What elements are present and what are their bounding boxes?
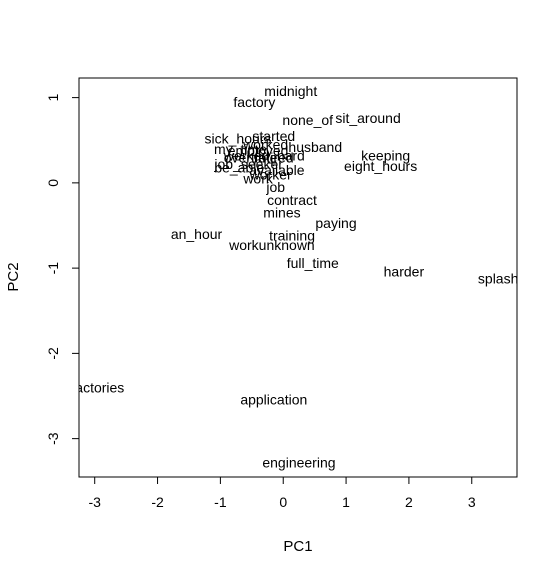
- y-tick-label: -1: [45, 262, 61, 275]
- x-axis-title: PC1: [283, 538, 312, 555]
- point-label: work: [242, 171, 274, 187]
- point-label: job_seeker: [213, 156, 283, 172]
- point-label: factory: [233, 94, 275, 110]
- x-tick-label: -2: [151, 494, 164, 510]
- point-label: husband: [288, 139, 342, 155]
- x-axis: -3 -2 -1 0 1 2 3: [88, 476, 476, 510]
- point-label: paying: [315, 215, 356, 231]
- x-tick-label: 3: [468, 494, 476, 510]
- x-tick-label: 1: [342, 494, 350, 510]
- point-label: worker: [249, 166, 292, 182]
- y-tick-label: -3: [45, 432, 61, 445]
- point-label: worked: [242, 137, 288, 153]
- x-tick-label: 0: [279, 494, 287, 510]
- point-label: job: [265, 179, 285, 195]
- point-label: available: [249, 162, 304, 178]
- point-label: mines: [263, 205, 300, 221]
- y-tick-label: 0: [45, 179, 61, 187]
- point-label: retired: [254, 149, 294, 165]
- point-label: application: [240, 391, 307, 407]
- x-tick-label: -1: [214, 494, 227, 510]
- y-axis: -3 -2 -1 0 1: [45, 94, 80, 445]
- point-label: training: [269, 228, 315, 244]
- point-label: factories: [71, 379, 124, 395]
- point-label: sick_hours: [205, 131, 272, 147]
- point-label: contract: [267, 192, 317, 208]
- point-label: be_able: [214, 160, 264, 176]
- point-label: worked_hard: [223, 148, 305, 164]
- point-label: none_of: [282, 112, 333, 128]
- plot-frame: [78, 77, 518, 478]
- point-label: keeping: [361, 148, 410, 164]
- y-tick-label: -2: [45, 347, 61, 360]
- x-tick-label: -3: [88, 494, 101, 510]
- point-label: eight_hours: [344, 158, 417, 174]
- x-tick-label: 2: [405, 494, 413, 510]
- y-axis-title: PC2: [5, 262, 22, 291]
- point-label: workunknown: [228, 237, 315, 253]
- point-label: full_time: [287, 255, 339, 271]
- y-tick-label: 1: [45, 94, 61, 102]
- point-label: employed: [228, 142, 289, 158]
- point-label: sit_around: [335, 110, 400, 126]
- point-label: started: [252, 128, 295, 144]
- point-label: harder: [384, 264, 425, 280]
- point-label: overtime: [224, 149, 278, 165]
- point-label: my_time: [214, 141, 267, 157]
- point-label: splash: [478, 270, 518, 286]
- point-label: midnight: [264, 83, 317, 99]
- point-label: an_hour: [171, 226, 223, 242]
- point-label: engineering: [262, 455, 335, 471]
